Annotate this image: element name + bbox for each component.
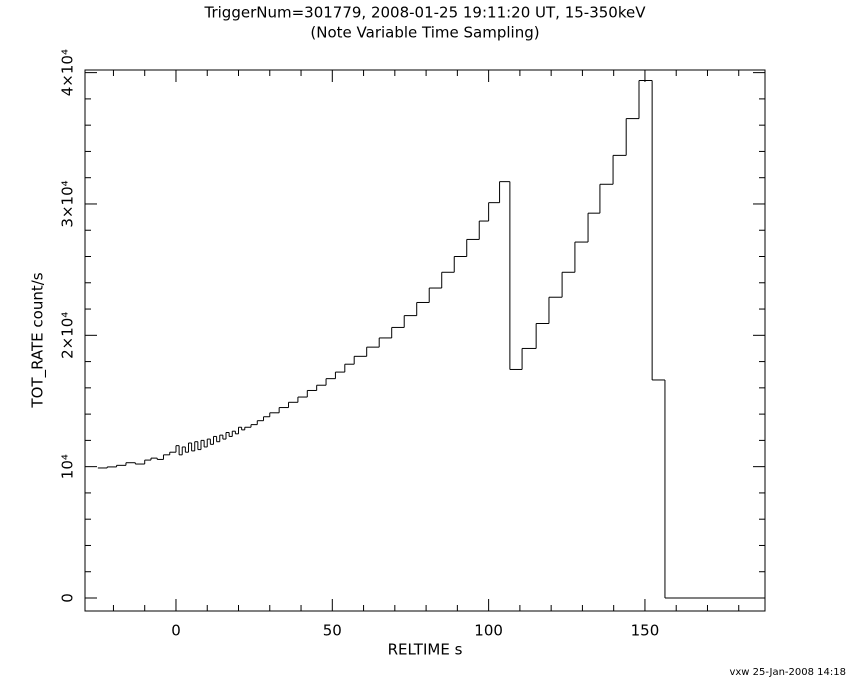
y-tick-label: 3×10⁴ — [59, 180, 77, 227]
y-tick-label: 10⁴ — [59, 454, 77, 479]
x-tick-label: 150 — [631, 622, 660, 640]
x-tick-label: 100 — [474, 622, 503, 640]
plot-frame — [84, 69, 766, 612]
x-tick-label: 0 — [171, 622, 181, 640]
chart-subtitle: (Note Variable Time Sampling) — [310, 24, 539, 42]
y-tick-label: 2×10⁴ — [59, 312, 77, 359]
chart-title: TriggerNum=301779, 2008-01-25 19:11:20 U… — [204, 4, 647, 22]
x-axis-label: RELTIME s — [388, 641, 463, 659]
y-axis-label: TOT_RATE count/s — [29, 272, 48, 408]
footer: vxw 25-Jan-2008 14:18 — [729, 667, 846, 678]
x-tick-label: 50 — [323, 622, 342, 640]
y-tick-label: 0 — [59, 593, 77, 603]
y-tick-label: 4×10⁴ — [59, 49, 77, 96]
